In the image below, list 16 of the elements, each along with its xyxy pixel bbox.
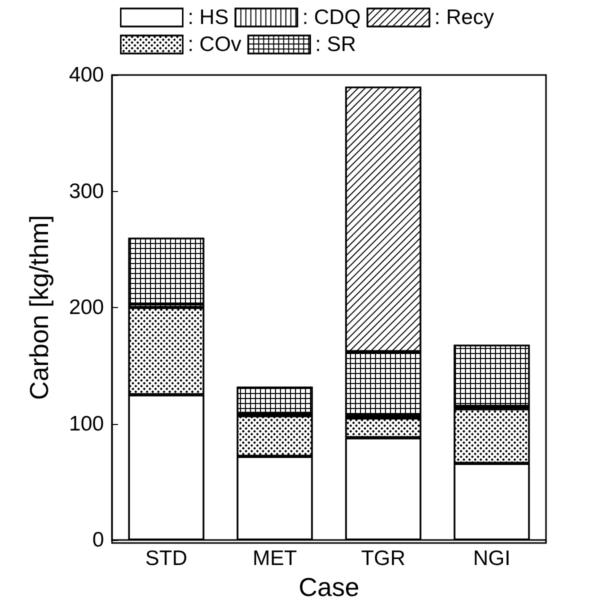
y-tick-label: 100: [68, 412, 104, 436]
x-tick-label: MET: [252, 547, 298, 570]
legend-label: : COv: [188, 33, 242, 56]
legend-label: : SR: [315, 33, 356, 56]
y-tick-label: 200: [68, 296, 104, 320]
y-tick-label: 400: [68, 64, 104, 86]
y-tick-label: 300: [68, 180, 104, 203]
legend-label: : CDQ: [302, 6, 361, 29]
x-tick-label: TGR: [361, 547, 406, 570]
legend-label: : HS: [188, 6, 229, 29]
y-tick-label: 0: [92, 528, 104, 552]
x-tick-label: STD: [145, 547, 188, 570]
x-axis-title: Case: [298, 572, 360, 602]
legend-label: : Recy: [434, 6, 494, 29]
x-tick-label: NGI: [473, 547, 510, 570]
y-axis-title: Carbon [kg/thm]: [24, 215, 54, 400]
